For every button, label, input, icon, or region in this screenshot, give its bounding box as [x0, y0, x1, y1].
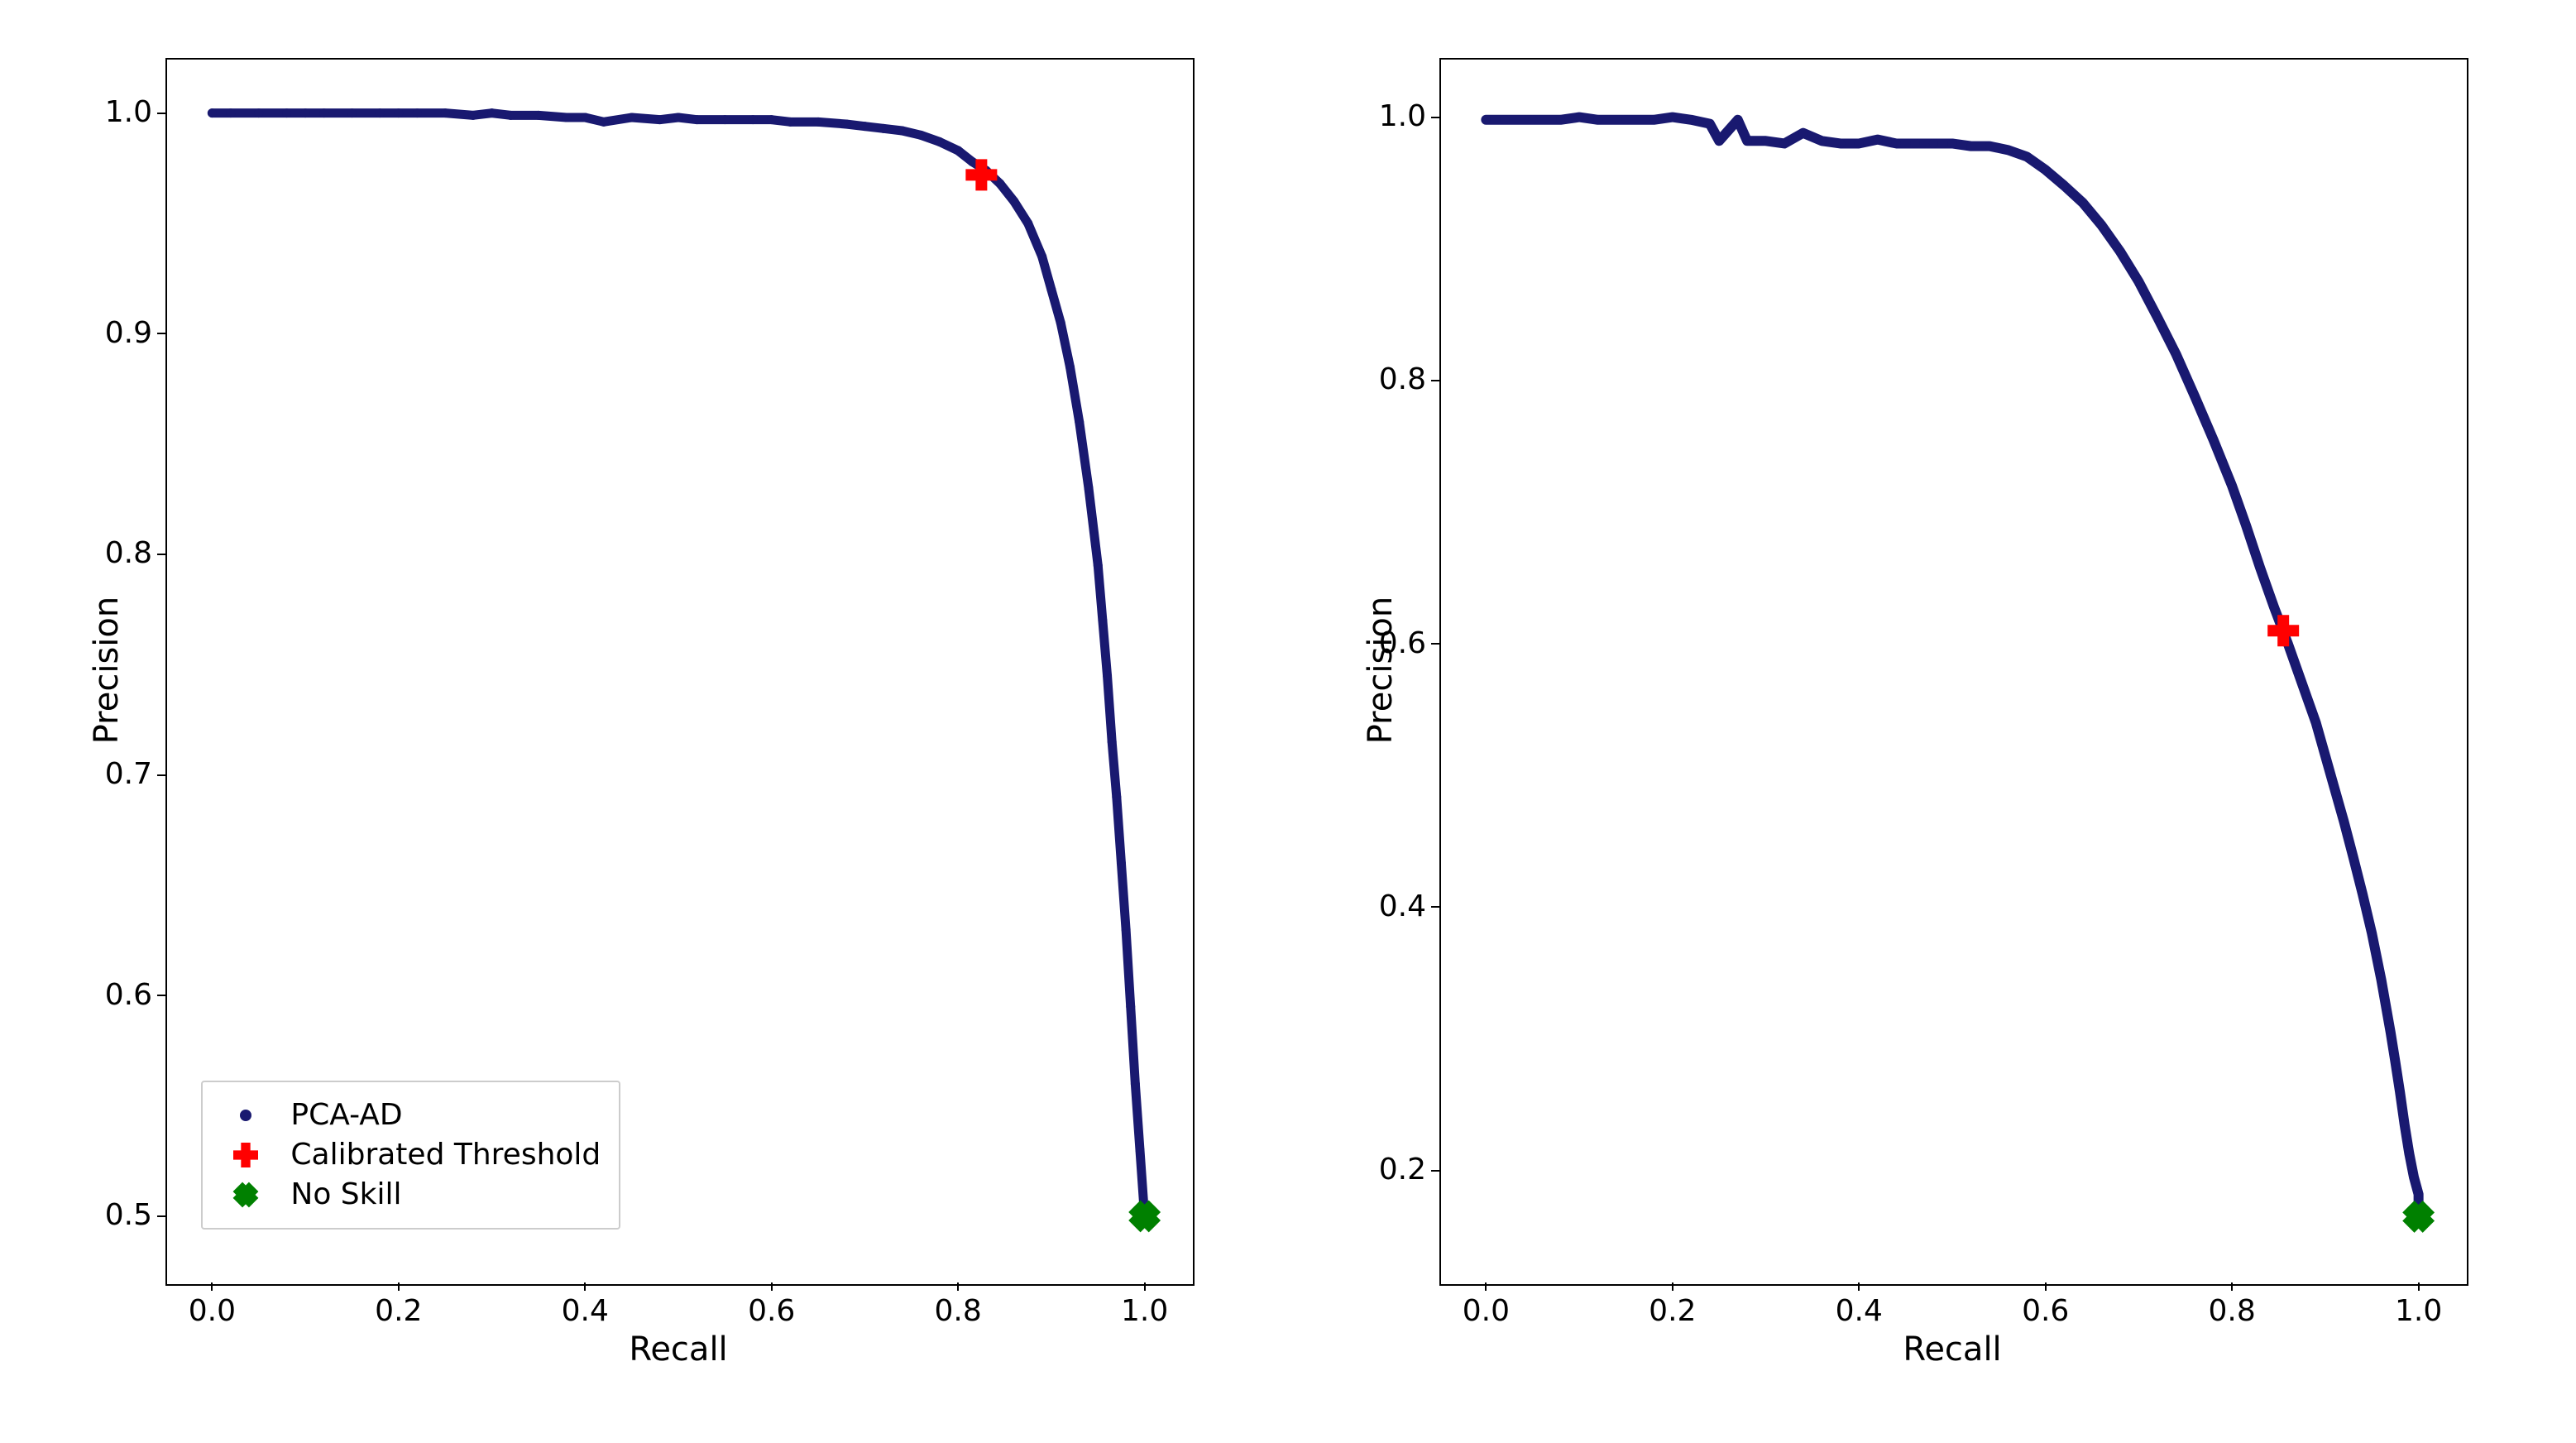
xtick-label: 1.0	[2386, 1294, 2452, 1328]
right-ylabel: Precision	[1362, 597, 1400, 744]
xtick-label: 0.8	[2199, 1294, 2265, 1328]
legend-marker-icon	[221, 1177, 271, 1213]
legend-marker-icon	[221, 1137, 271, 1173]
legend-row: No Skill	[221, 1177, 601, 1213]
xtick-label: 0.2	[366, 1294, 432, 1328]
xtick-label: 0.4	[1826, 1294, 1892, 1328]
left-ylabel: Precision	[88, 597, 126, 744]
xtick-label: 0.2	[1640, 1294, 1706, 1328]
ytick-label: 1.0	[105, 95, 152, 129]
legend-label: No Skill	[290, 1177, 401, 1211]
xtick-label: 0.0	[1453, 1294, 1519, 1328]
ytick-label: 0.8	[105, 536, 152, 570]
legend-plus-icon	[234, 1143, 257, 1167]
legend-row: PCA-AD	[221, 1097, 601, 1134]
ytick-label: 0.7	[105, 757, 152, 791]
legend-circle-icon	[240, 1110, 251, 1121]
pr-curve	[212, 113, 1144, 1216]
ytick-label: 0.4	[1379, 889, 1426, 923]
right-xlabel: Recall	[1870, 1330, 2035, 1369]
ytick-label: 0.5	[105, 1198, 152, 1232]
pr-curve	[1486, 117, 2418, 1217]
xtick-label: 0.6	[2013, 1294, 2079, 1328]
ytick-label: 0.9	[105, 316, 152, 350]
xtick-label: 0.8	[925, 1294, 991, 1328]
calibrated-threshold-marker	[2268, 616, 2298, 645]
ytick-label: 0.2	[1379, 1153, 1426, 1187]
xtick-label: 0.0	[179, 1294, 245, 1328]
ytick-label: 0.8	[1379, 362, 1426, 396]
legend-label: Calibrated Threshold	[290, 1138, 601, 1172]
legend: PCA-AD Calibrated Threshold No Skill	[201, 1081, 620, 1230]
xtick-label: 1.0	[1112, 1294, 1178, 1328]
no-skill-marker	[1130, 1201, 1160, 1231]
xtick-label: 0.4	[552, 1294, 618, 1328]
legend-row: Calibrated Threshold	[221, 1137, 601, 1173]
xtick-label: 0.6	[739, 1294, 805, 1328]
legend-label: PCA-AD	[290, 1098, 402, 1132]
legend-x-icon	[234, 1183, 257, 1206]
right-pr-chart-svg	[1439, 58, 2465, 1282]
left-xlabel: Recall	[596, 1330, 761, 1369]
legend-marker-icon	[221, 1097, 271, 1134]
figure: 0.0 0.2 0.4 0.6 0.8 1.0 0.5 0.6 0.7 0.8 0.9 1.0 Re…	[0, 0, 2576, 1443]
ytick-label: 1.0	[1379, 99, 1426, 133]
no-skill-marker	[2404, 1201, 2434, 1231]
ytick-label: 0.6	[105, 978, 152, 1012]
